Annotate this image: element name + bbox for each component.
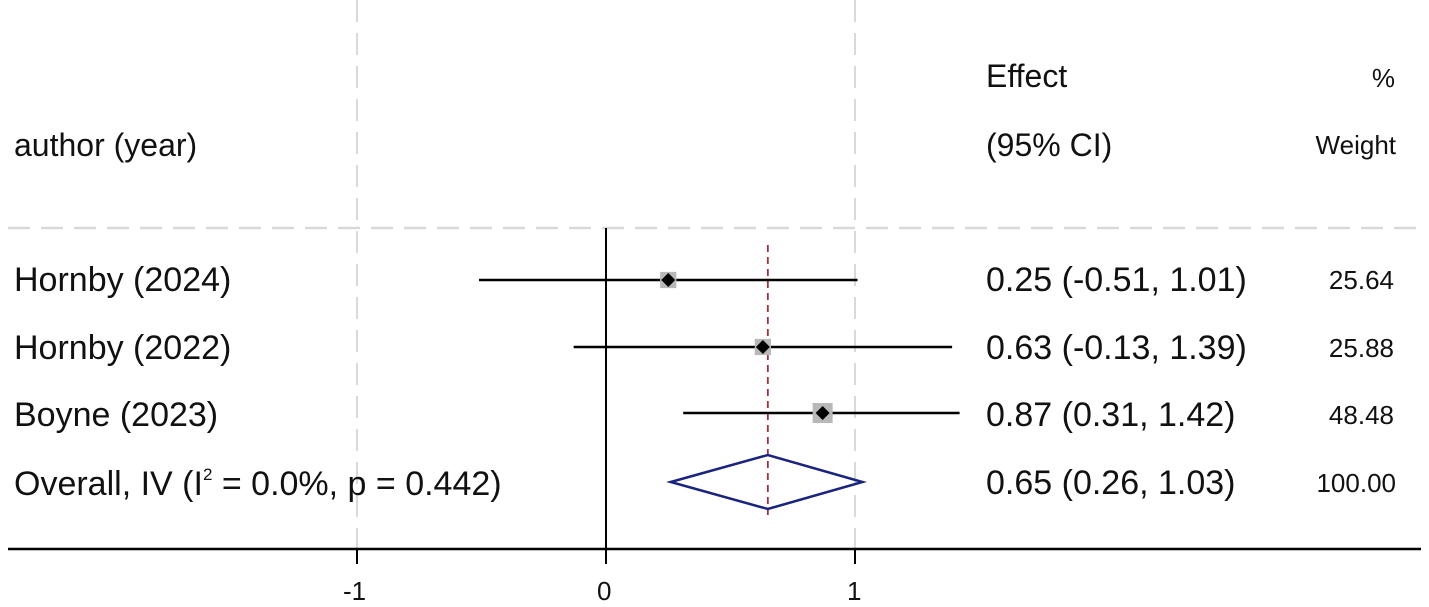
x-tick-label: -1 [343,576,367,606]
overall-label-prefix: Overall, IV (I [14,465,203,503]
effect-header-line2: (95% CI) [986,127,1113,163]
gridlines [8,0,1421,548]
study-effect: 0.87 (0.31, 1.42) [986,396,1236,434]
study-label: Hornby (2022) [14,329,232,367]
study-weight: 48.48 [1328,400,1394,430]
plot-marks [8,228,1421,564]
weight-header-line2: Weight [1315,130,1396,160]
point-estimate-marker [661,273,676,287]
effect-header-line1: Effect [986,58,1068,94]
study-column-header: author (year) [14,127,198,163]
study-effect: 0.25 (-0.51, 1.01) [986,261,1247,299]
weight-header-line1: % [1371,63,1395,93]
study-effect: 0.63 (-0.13, 1.39) [986,329,1247,367]
overall-label: Overall, IV (I2 = 0.0%, p = 0.442) [14,466,502,501]
overall-weight: 100.00 [1316,468,1396,498]
overall-diamond [666,453,868,511]
x-tick-label: 0 [597,576,612,606]
point-estimate-marker [815,406,830,420]
study-label: Hornby (2024) [14,261,232,299]
study-label: Boyne (2023) [14,396,219,434]
overall-effect: 0.65 (0.26, 1.03) [986,464,1236,502]
study-weight: 25.88 [1328,333,1394,363]
i-squared-superscript: 2 [202,465,213,484]
overall-label-suffix: = 0.0%, p = 0.442) [212,465,502,503]
point-estimate-marker [755,340,770,354]
study-weight: 25.64 [1328,265,1394,295]
x-tick-label: 1 [847,576,862,606]
